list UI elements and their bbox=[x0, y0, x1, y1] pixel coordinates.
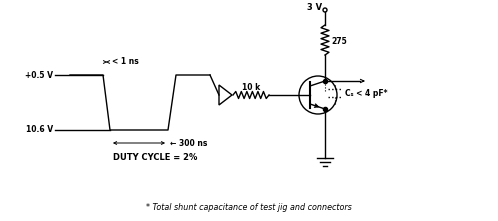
Text: * Total shunt capacitance of test jig and connectors: * Total shunt capacitance of test jig an… bbox=[146, 204, 352, 213]
Text: ← 300 ns: ← 300 ns bbox=[170, 139, 207, 147]
Text: 3 V: 3 V bbox=[307, 4, 322, 13]
Text: +0.5 V: +0.5 V bbox=[25, 70, 53, 80]
Text: Cₛ < 4 pF*: Cₛ < 4 pF* bbox=[345, 88, 387, 97]
Text: < 1 ns: < 1 ns bbox=[112, 57, 139, 67]
Text: 10 k: 10 k bbox=[242, 82, 260, 91]
Text: DUTY CYCLE = 2%: DUTY CYCLE = 2% bbox=[113, 154, 197, 162]
Text: 275: 275 bbox=[331, 38, 347, 46]
Text: 10.6 V: 10.6 V bbox=[26, 126, 53, 135]
